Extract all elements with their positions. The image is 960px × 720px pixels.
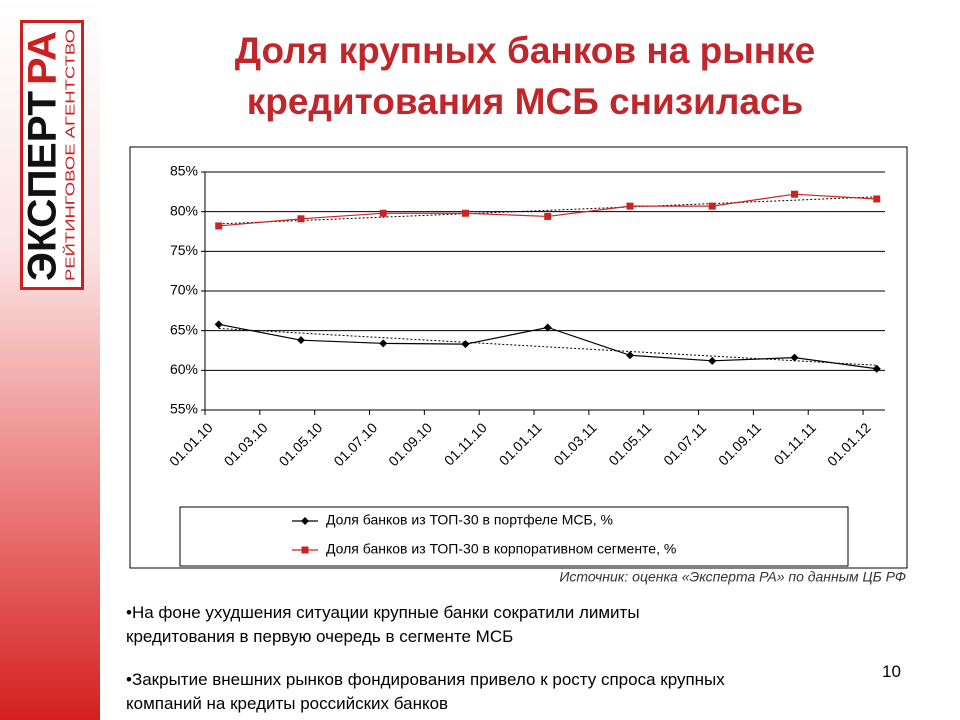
- bullet-line: кредитования в первую очередь в сегменте…: [126, 627, 514, 646]
- logo-word: ЭКСПЕРТ: [23, 91, 65, 281]
- logo-accent: РА: [23, 31, 65, 85]
- point: [708, 202, 716, 210]
- page-number: 10: [882, 662, 901, 681]
- legend-label: Доля банков из ТОП-30 в портфеле МСБ, %: [326, 512, 613, 528]
- point: [297, 215, 305, 223]
- y-tick-label: 75%: [170, 242, 198, 258]
- source-note: Источник: оценка «Эксперта РА» по данным…: [559, 569, 906, 585]
- point: [626, 351, 634, 360]
- point: [626, 202, 634, 210]
- y-tick-label: 65%: [170, 321, 198, 337]
- point: [544, 212, 552, 220]
- logo-svg: ЭКСПЕРТ РА РЕЙТИНГОВОЕ АГЕНТСТВО: [21, 29, 78, 281]
- bullet-line: компаний на кредиты российских банков: [126, 694, 449, 713]
- point: [215, 222, 223, 230]
- chart-frame: [129, 146, 908, 569]
- bullet-line: •Закрытие внешних рынков фондирования пр…: [126, 670, 725, 689]
- point: [790, 353, 799, 362]
- logo-subtitle: РЕЙТИНГОВОЕ АГЕНТСТВО: [62, 29, 77, 281]
- point: [214, 320, 223, 329]
- legend-label: Доля банков из ТОП-30 в корпоративном се…: [326, 541, 676, 557]
- title-line: Доля крупных банков на рынке: [234, 30, 816, 71]
- y-tick-label: 80%: [170, 202, 198, 218]
- point: [379, 209, 387, 217]
- point: [872, 364, 881, 373]
- logo: ЭКСПЕРТ РА РЕЙТИНГОВОЕ АГЕНТСТВО: [20, 20, 84, 290]
- point: [873, 195, 881, 203]
- trendline: [218, 196, 877, 225]
- legend-marker: [301, 517, 309, 525]
- y-tick-label: 60%: [170, 361, 198, 377]
- y-tick-label: 70%: [170, 282, 198, 298]
- point: [379, 339, 388, 348]
- y-tick-label: 85%: [170, 163, 198, 179]
- point: [708, 356, 717, 365]
- legend-marker: [301, 546, 309, 554]
- point: [543, 323, 552, 332]
- legend-frame: [179, 506, 849, 567]
- y-tick-label: 55%: [170, 401, 198, 417]
- title-line: кредитования МСБ снизилась: [246, 81, 804, 122]
- point: [791, 190, 799, 198]
- point: [461, 340, 470, 349]
- bullet-line: •На фоне ухудшения ситуации крупные банк…: [126, 603, 640, 622]
- point: [461, 209, 469, 217]
- point: [296, 336, 305, 345]
- chart: Источник: оценка «Эксперта РА» по данным…: [129, 146, 908, 585]
